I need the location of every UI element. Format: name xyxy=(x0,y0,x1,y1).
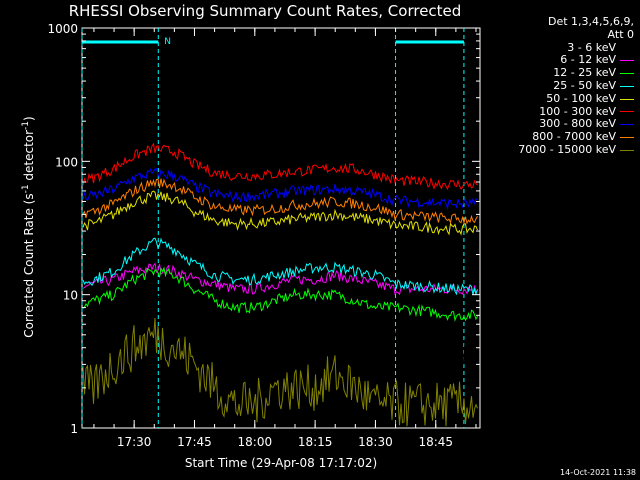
legend-swatch xyxy=(620,149,634,151)
series-line-2 xyxy=(82,266,478,322)
plot-area: N 1 10 100 1000 17:30 17:45 18:00 18:15 18:30 18:4… xyxy=(47,22,481,449)
legend-header-line-1: Det 1,3,4,5,6,9, xyxy=(547,15,634,28)
legend-label: 800 - 7000 keV xyxy=(532,130,616,144)
legend-entry-4: 50 - 100 keV xyxy=(474,91,634,106)
x-tick-label-1: 17:45 xyxy=(177,435,212,449)
series-line-5 xyxy=(82,142,478,191)
x-tick-label-0: 17:30 xyxy=(117,435,152,449)
y-tick-label-3: 1000 xyxy=(47,22,78,36)
legend-label: 300 - 800 keV xyxy=(539,117,616,131)
legend-entry-7: 800 - 7000 keV xyxy=(474,130,634,144)
series-line-8 xyxy=(82,318,478,427)
y-tick-label-0: 1 xyxy=(70,422,78,436)
y-axis-label: Corrected Count Rate (s-1 detector-1) xyxy=(21,116,36,337)
plot-frame xyxy=(81,27,481,429)
series-line-6 xyxy=(82,167,478,211)
series-line-3 xyxy=(82,237,478,296)
x-tick-label-4: 18:30 xyxy=(358,435,393,449)
legend-entry-1: 6 - 12 keV xyxy=(474,54,634,67)
legend-entry-8: 7000 - 15000 keV xyxy=(474,142,634,157)
legend-label: 6 - 12 keV xyxy=(560,53,616,67)
legend-swatch xyxy=(620,124,634,126)
legend-label: 3 - 6 keV xyxy=(567,40,616,54)
x-tick-label-5: 18:45 xyxy=(418,435,453,449)
legend-swatch xyxy=(620,111,634,113)
flag-0: N xyxy=(164,37,171,47)
x-tick-label-3: 18:15 xyxy=(298,435,333,449)
legend-swatch xyxy=(620,137,634,139)
legend-header-line-2: Att 0 xyxy=(607,27,634,41)
legend-label: 25 - 50 keV xyxy=(553,78,616,92)
footer-timestamp: 14-Oct-2021 11:38 xyxy=(560,468,636,477)
x-tick-label-2: 18:00 xyxy=(238,435,273,449)
legend-entry-2: 12 - 25 keV xyxy=(474,66,634,80)
legend-label: 100 - 300 keV xyxy=(539,104,616,118)
legend-swatch xyxy=(620,47,634,49)
y-tick-label-1: 10 xyxy=(63,289,78,303)
x-axis-label: Start Time (29-Apr-08 17:17:02) xyxy=(185,456,377,470)
legend-swatch xyxy=(620,98,634,100)
legend-swatch xyxy=(620,73,634,75)
series-line-4 xyxy=(82,190,478,236)
legend-entry-6: 300 - 800 keV xyxy=(474,118,634,131)
legend: Det 1,3,4,5,6,9, Att 0 3 - 6 keV 6 - 12 k… xyxy=(474,15,634,157)
legend-label: 12 - 25 keV xyxy=(553,66,616,80)
series-line-1 xyxy=(82,262,478,296)
legend-entry-3: 25 - 50 keV xyxy=(474,78,634,93)
legend-entry-5: 100 - 300 keV xyxy=(474,104,634,119)
legend-label: 50 - 100 keV xyxy=(546,91,616,105)
chart-title: RHESSI Observing Summary Count Rates, Co… xyxy=(69,2,462,20)
series-line-0 xyxy=(82,270,478,372)
legend-swatch xyxy=(620,85,634,87)
legend-swatch xyxy=(620,60,634,62)
legend-label: 7000 - 15000 keV xyxy=(518,142,616,156)
y-tick-label-2: 100 xyxy=(55,155,78,169)
legend-entry-0: 3 - 6 keV xyxy=(474,40,634,55)
series-line-7 xyxy=(82,178,478,225)
